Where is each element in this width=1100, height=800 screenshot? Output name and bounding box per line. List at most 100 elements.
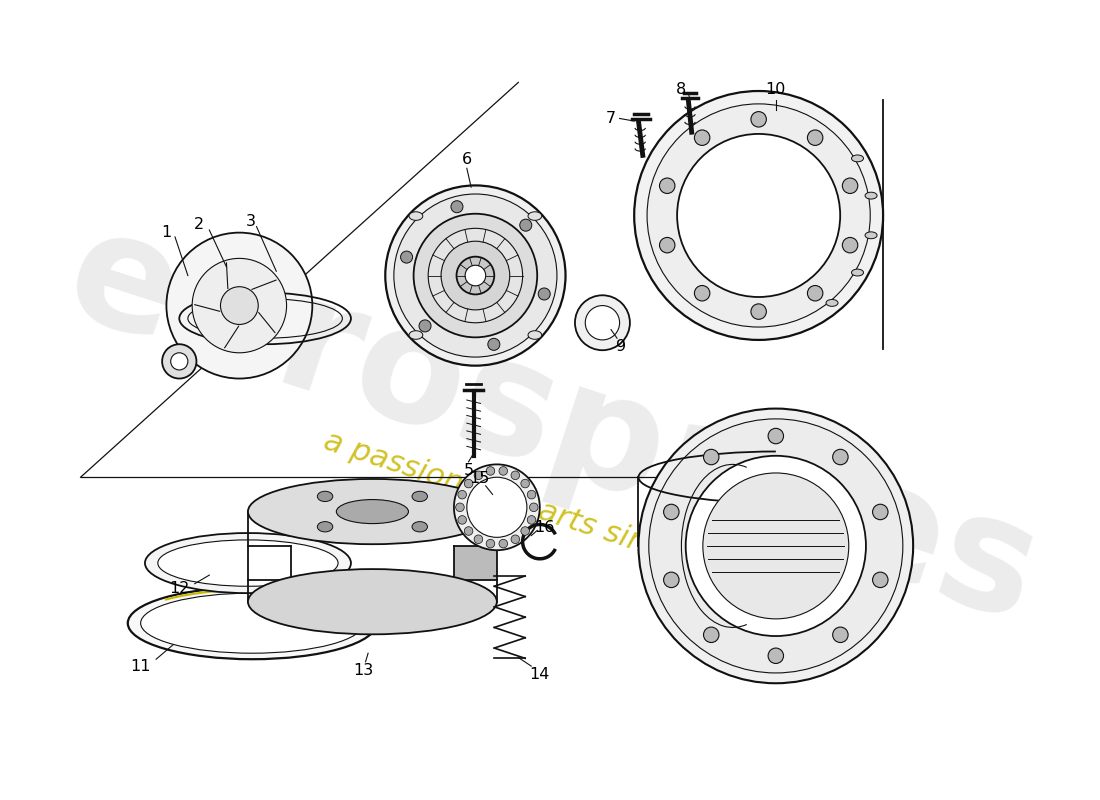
Ellipse shape xyxy=(248,569,497,634)
Ellipse shape xyxy=(851,269,864,276)
Ellipse shape xyxy=(458,516,466,524)
Ellipse shape xyxy=(458,490,466,499)
Text: a passion for parts since 1985: a passion for parts since 1985 xyxy=(320,426,768,597)
Ellipse shape xyxy=(833,450,848,465)
Ellipse shape xyxy=(872,504,888,520)
Ellipse shape xyxy=(499,539,507,548)
Ellipse shape xyxy=(486,466,495,475)
Ellipse shape xyxy=(678,134,840,297)
Ellipse shape xyxy=(317,522,333,532)
Ellipse shape xyxy=(412,491,428,502)
Ellipse shape xyxy=(248,479,497,544)
Ellipse shape xyxy=(528,212,541,220)
Bar xyxy=(248,546,290,580)
Ellipse shape xyxy=(649,419,903,673)
Ellipse shape xyxy=(529,503,538,511)
Ellipse shape xyxy=(768,428,783,444)
Ellipse shape xyxy=(317,491,333,502)
Ellipse shape xyxy=(704,627,719,642)
Ellipse shape xyxy=(520,479,529,488)
Ellipse shape xyxy=(685,456,866,636)
Ellipse shape xyxy=(538,288,550,300)
Text: 9: 9 xyxy=(616,339,626,354)
Ellipse shape xyxy=(704,450,719,465)
Text: 11: 11 xyxy=(131,658,151,674)
Ellipse shape xyxy=(703,473,849,619)
Text: 3: 3 xyxy=(245,214,255,229)
Ellipse shape xyxy=(663,504,679,520)
Ellipse shape xyxy=(400,251,412,263)
Ellipse shape xyxy=(394,194,557,357)
Ellipse shape xyxy=(454,464,540,550)
Ellipse shape xyxy=(527,516,536,524)
Ellipse shape xyxy=(647,104,870,327)
Ellipse shape xyxy=(456,257,494,294)
Ellipse shape xyxy=(520,526,529,535)
Ellipse shape xyxy=(807,130,823,146)
Ellipse shape xyxy=(412,522,428,532)
Text: 5: 5 xyxy=(463,463,474,478)
Text: eurospares: eurospares xyxy=(48,196,1057,655)
Ellipse shape xyxy=(768,648,783,663)
Ellipse shape xyxy=(843,178,858,194)
Ellipse shape xyxy=(499,466,507,475)
Text: 13: 13 xyxy=(354,663,374,678)
Ellipse shape xyxy=(751,304,767,319)
Ellipse shape xyxy=(843,238,858,253)
Ellipse shape xyxy=(694,286,710,301)
Ellipse shape xyxy=(575,295,630,350)
Ellipse shape xyxy=(826,299,838,306)
Ellipse shape xyxy=(170,353,188,370)
Ellipse shape xyxy=(638,409,913,683)
Text: 14: 14 xyxy=(529,667,550,682)
Ellipse shape xyxy=(466,478,527,538)
Ellipse shape xyxy=(145,533,351,593)
Ellipse shape xyxy=(807,286,823,301)
Text: 16: 16 xyxy=(534,519,554,534)
Ellipse shape xyxy=(409,330,422,339)
Ellipse shape xyxy=(465,266,486,286)
Ellipse shape xyxy=(192,258,287,353)
Ellipse shape xyxy=(865,192,877,199)
Ellipse shape xyxy=(486,539,495,548)
Text: 2: 2 xyxy=(194,218,205,233)
Ellipse shape xyxy=(585,306,619,340)
Ellipse shape xyxy=(694,130,710,146)
Ellipse shape xyxy=(872,572,888,587)
Bar xyxy=(454,546,497,580)
Ellipse shape xyxy=(162,344,197,378)
Ellipse shape xyxy=(512,535,519,543)
Ellipse shape xyxy=(419,320,431,332)
Ellipse shape xyxy=(455,503,464,511)
Ellipse shape xyxy=(428,228,522,322)
Ellipse shape xyxy=(464,479,473,488)
Ellipse shape xyxy=(166,233,312,378)
Text: 1: 1 xyxy=(162,225,172,240)
Ellipse shape xyxy=(441,242,509,310)
Text: 8: 8 xyxy=(676,82,686,97)
Ellipse shape xyxy=(141,593,364,654)
Ellipse shape xyxy=(128,587,376,659)
Ellipse shape xyxy=(385,186,565,366)
Ellipse shape xyxy=(157,540,338,586)
Ellipse shape xyxy=(474,471,483,480)
Ellipse shape xyxy=(414,214,537,338)
Text: 7: 7 xyxy=(606,111,616,126)
Ellipse shape xyxy=(474,535,483,543)
Ellipse shape xyxy=(409,212,422,220)
Ellipse shape xyxy=(660,238,675,253)
Text: 6: 6 xyxy=(462,152,472,167)
Text: 10: 10 xyxy=(766,82,786,97)
Ellipse shape xyxy=(660,178,675,194)
Text: 15: 15 xyxy=(470,471,490,486)
Ellipse shape xyxy=(337,499,408,523)
Ellipse shape xyxy=(833,627,848,642)
Ellipse shape xyxy=(635,91,883,340)
Ellipse shape xyxy=(527,490,536,499)
Ellipse shape xyxy=(220,286,258,325)
Ellipse shape xyxy=(851,155,864,162)
Text: 12: 12 xyxy=(169,582,189,596)
Ellipse shape xyxy=(464,526,473,535)
Ellipse shape xyxy=(512,471,519,480)
Ellipse shape xyxy=(663,572,679,587)
